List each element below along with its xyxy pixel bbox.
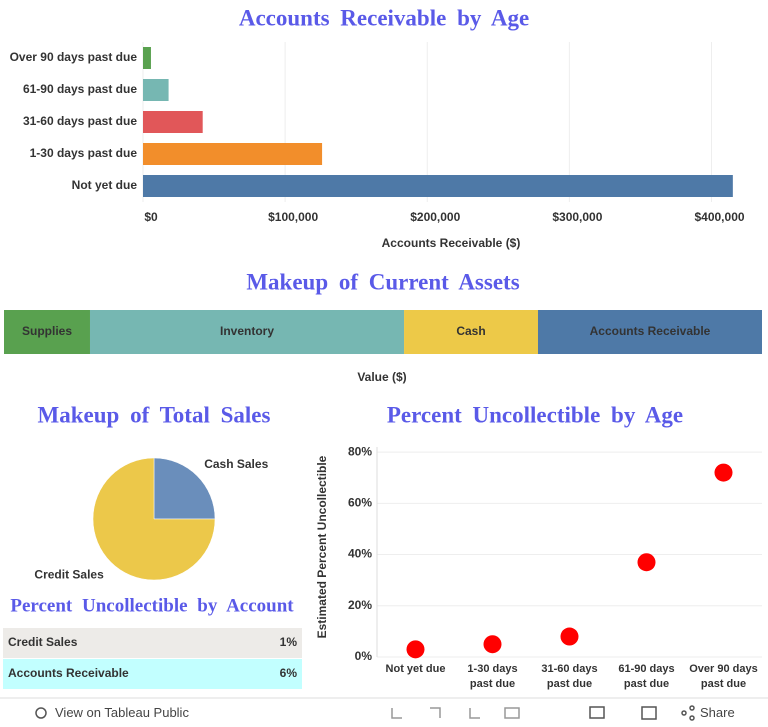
bar-segment (537, 310, 762, 354)
table-row (3, 659, 302, 689)
slice-label: Credit Sales (34, 567, 104, 581)
segment-label: Supplies (22, 324, 72, 338)
bar (143, 111, 203, 133)
y-tick-label: Over 90 days past due (10, 50, 138, 64)
x-tick-label: 31-60 days past due (541, 663, 598, 690)
x-tick-label: $100,000 (268, 210, 318, 224)
dot (560, 627, 579, 646)
dot (483, 635, 502, 654)
y-tick-label: 60% (348, 496, 372, 510)
share-button[interactable]: Share (700, 705, 735, 720)
slice-label: Cash Sales (204, 457, 268, 471)
y-tick-label: 40% (348, 547, 372, 561)
segment-label: Inventory (220, 324, 274, 338)
y-tick-label: 80% (348, 444, 372, 458)
bar-segment (404, 310, 538, 354)
bar-segment (4, 310, 90, 354)
y-tick-label: 0% (355, 649, 373, 663)
x-tick-label: $300,000 (552, 210, 602, 224)
chart-title: Percent Uncollectible by Age (387, 402, 683, 427)
chart-title: Makeup of Current Assets (246, 269, 519, 294)
row-label: Credit Sales (8, 635, 78, 649)
y-tick-label: 20% (348, 598, 372, 612)
x-tick-label: 1-30 days past due (467, 663, 518, 690)
y-tick-label: Not yet due (72, 178, 138, 192)
y-tick-label: 1-30 days past due (30, 146, 138, 160)
dot (637, 553, 656, 572)
chart-title: Accounts Receivable by Age (239, 5, 529, 30)
y-axis-label: Estimated Percent Uncollectible (315, 455, 329, 638)
x-tick-label: $0 (144, 210, 158, 224)
pie-slice (92, 457, 216, 581)
chart-title: Makeup of Total Sales (38, 402, 271, 427)
bar (143, 47, 151, 69)
x-tick-label: $400,000 (694, 210, 744, 224)
toolbar-icons (35, 705, 695, 721)
x-tick-label: 61-90 days past due (618, 663, 675, 690)
view-on-tableau[interactable]: View on Tableau Public (55, 705, 189, 720)
row-value: 6% (280, 666, 298, 680)
table-row (3, 628, 302, 658)
x-tick-label: Over 90 days past due (689, 663, 758, 690)
x-tick-label: $200,000 (410, 210, 460, 224)
y-tick-label: 31-60 days past due (23, 114, 137, 128)
pie-slice (153, 457, 216, 520)
row-value: 1% (280, 635, 298, 649)
bar (143, 143, 323, 165)
bar-segment (89, 310, 405, 354)
x-tick-label: Not yet due (385, 663, 446, 675)
y-tick-label: 61-90 days past due (23, 82, 137, 96)
dot (714, 463, 733, 482)
row-label: Accounts Receivable (8, 666, 129, 680)
dot (406, 640, 425, 659)
segment-label: Accounts Receivable (590, 324, 711, 338)
x-axis-label: Value ($) (357, 370, 406, 384)
bar (143, 79, 169, 101)
x-axis-label: Accounts Receivable ($) (382, 236, 521, 250)
table-title: Percent Uncollectible by Account (10, 595, 294, 616)
bar (143, 175, 733, 197)
segment-label: Cash (456, 324, 485, 338)
